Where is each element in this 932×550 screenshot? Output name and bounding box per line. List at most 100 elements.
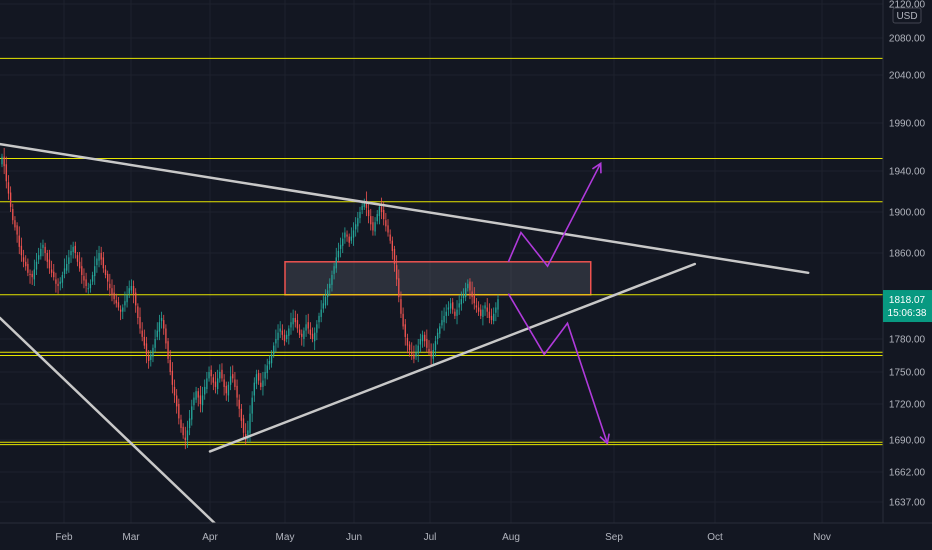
candle[interactable] <box>154 329 156 353</box>
candle[interactable] <box>342 232 344 254</box>
candle[interactable] <box>225 381 227 401</box>
candle[interactable] <box>197 388 199 407</box>
candle[interactable] <box>398 269 400 303</box>
candle[interactable] <box>255 369 258 390</box>
candle[interactable] <box>378 203 381 225</box>
candle[interactable] <box>27 258 29 277</box>
candle[interactable] <box>212 374 215 391</box>
candle[interactable] <box>380 197 383 220</box>
candle[interactable] <box>337 242 340 261</box>
candle[interactable] <box>219 364 221 383</box>
candle[interactable] <box>305 314 307 337</box>
candle[interactable] <box>441 310 443 329</box>
candle[interactable] <box>307 313 309 334</box>
candle[interactable] <box>9 186 12 212</box>
candle[interactable] <box>126 286 128 308</box>
candle[interactable] <box>98 245 100 268</box>
candle[interactable] <box>445 304 447 324</box>
candle[interactable] <box>57 278 59 294</box>
candle[interactable] <box>402 307 404 330</box>
candle[interactable] <box>331 270 333 292</box>
candle[interactable] <box>147 350 150 369</box>
candle[interactable] <box>447 301 450 316</box>
candle[interactable] <box>296 313 299 333</box>
candle[interactable] <box>87 282 89 294</box>
candle[interactable] <box>262 372 264 396</box>
candle[interactable] <box>227 381 230 402</box>
candle[interactable] <box>406 333 409 354</box>
candle[interactable] <box>83 268 85 289</box>
candle[interactable] <box>285 330 288 343</box>
candle[interactable] <box>311 327 314 343</box>
candle[interactable] <box>210 365 212 385</box>
candle[interactable] <box>165 324 167 349</box>
candle[interactable] <box>232 365 234 383</box>
candle[interactable] <box>365 191 368 217</box>
candle[interactable] <box>277 324 279 348</box>
candle[interactable] <box>42 239 44 257</box>
candle[interactable] <box>432 343 434 367</box>
candle[interactable] <box>419 333 422 353</box>
candle[interactable] <box>387 219 389 237</box>
candle[interactable] <box>109 273 111 296</box>
candle[interactable] <box>361 201 363 215</box>
candle[interactable] <box>484 302 486 316</box>
candle[interactable] <box>283 329 286 346</box>
candle[interactable] <box>176 389 178 414</box>
trendline[interactable] <box>208 262 697 453</box>
candle[interactable] <box>266 358 268 380</box>
candle[interactable] <box>184 426 186 450</box>
candle[interactable] <box>1 153 3 168</box>
candle[interactable] <box>393 245 396 272</box>
candle[interactable] <box>355 217 357 237</box>
candle[interactable] <box>104 265 107 279</box>
projection-bearish[interactable] <box>507 293 609 444</box>
candle[interactable] <box>160 311 163 329</box>
candle[interactable] <box>303 327 305 347</box>
candle[interactable] <box>359 206 361 224</box>
candle[interactable] <box>214 372 217 394</box>
candle[interactable] <box>223 374 225 396</box>
candle[interactable] <box>188 410 191 436</box>
candle[interactable] <box>257 369 260 385</box>
candle[interactable] <box>471 281 473 305</box>
price-axis-panel[interactable] <box>883 0 932 523</box>
resistance-zone[interactable] <box>284 261 592 296</box>
candle[interactable] <box>180 414 182 433</box>
candle[interactable] <box>372 216 374 236</box>
candle[interactable] <box>143 329 145 349</box>
candle[interactable] <box>376 209 378 225</box>
candle[interactable] <box>488 303 491 324</box>
candle[interactable] <box>107 270 109 291</box>
candle[interactable] <box>326 283 329 306</box>
candle[interactable] <box>206 372 208 394</box>
candle[interactable] <box>316 320 318 341</box>
candle[interactable] <box>18 226 20 255</box>
candle[interactable] <box>208 366 210 382</box>
candle[interactable] <box>91 271 94 285</box>
candle[interactable] <box>96 249 98 273</box>
candle[interactable] <box>25 255 27 271</box>
candle[interactable] <box>35 253 38 275</box>
candle[interactable] <box>229 366 232 391</box>
candle[interactable] <box>33 259 36 286</box>
candle[interactable] <box>348 233 350 247</box>
candle[interactable] <box>350 227 353 244</box>
candle[interactable] <box>464 282 467 302</box>
candle[interactable] <box>128 280 130 299</box>
candle[interactable] <box>292 309 294 331</box>
candle[interactable] <box>320 300 322 323</box>
trendlines[interactable] <box>0 142 810 547</box>
candle[interactable] <box>408 341 411 357</box>
candle[interactable] <box>130 279 133 294</box>
candle[interactable] <box>234 372 236 391</box>
candle[interactable] <box>55 272 57 293</box>
candle[interactable] <box>100 246 102 266</box>
trendline[interactable] <box>0 316 239 547</box>
candle[interactable] <box>74 241 76 259</box>
candle[interactable] <box>290 312 292 335</box>
candle[interactable] <box>20 237 23 262</box>
candle[interactable] <box>480 304 482 320</box>
candle[interactable] <box>163 314 165 335</box>
